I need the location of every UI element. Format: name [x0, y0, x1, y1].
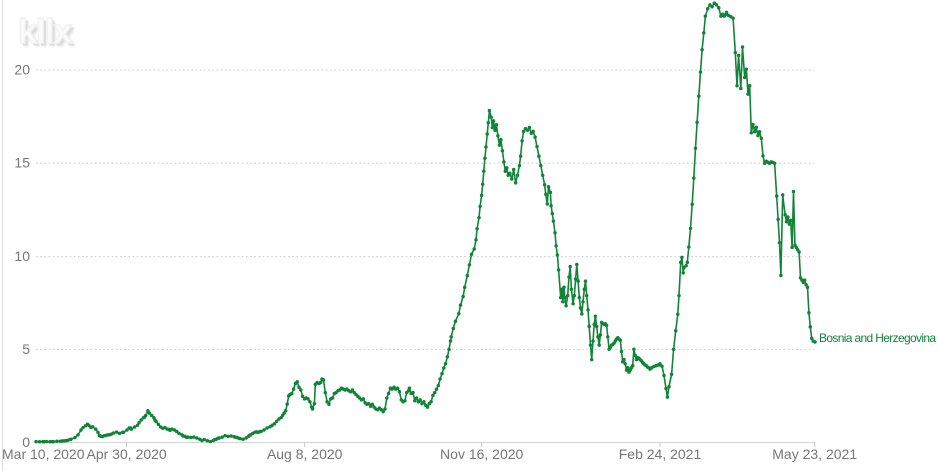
svg-text:5: 5: [22, 341, 30, 357]
svg-text:0: 0: [22, 434, 30, 450]
svg-text:Aug 8, 2020: Aug 8, 2020: [267, 446, 343, 462]
svg-text:Mar 10, 2020: Mar 10, 2020: [2, 446, 85, 462]
svg-text:Bosnia and Herzegovina: Bosnia and Herzegovina: [819, 331, 936, 345]
svg-text:Feb 24, 2021: Feb 24, 2021: [619, 446, 702, 462]
svg-text:15: 15: [14, 155, 30, 171]
svg-text:10: 10: [14, 248, 30, 264]
svg-text:20: 20: [14, 62, 30, 78]
svg-text:Nov 16, 2020: Nov 16, 2020: [440, 446, 523, 462]
svg-text:May 23, 2021: May 23, 2021: [772, 446, 857, 462]
svg-text:Apr 30, 2020: Apr 30, 2020: [87, 446, 167, 462]
